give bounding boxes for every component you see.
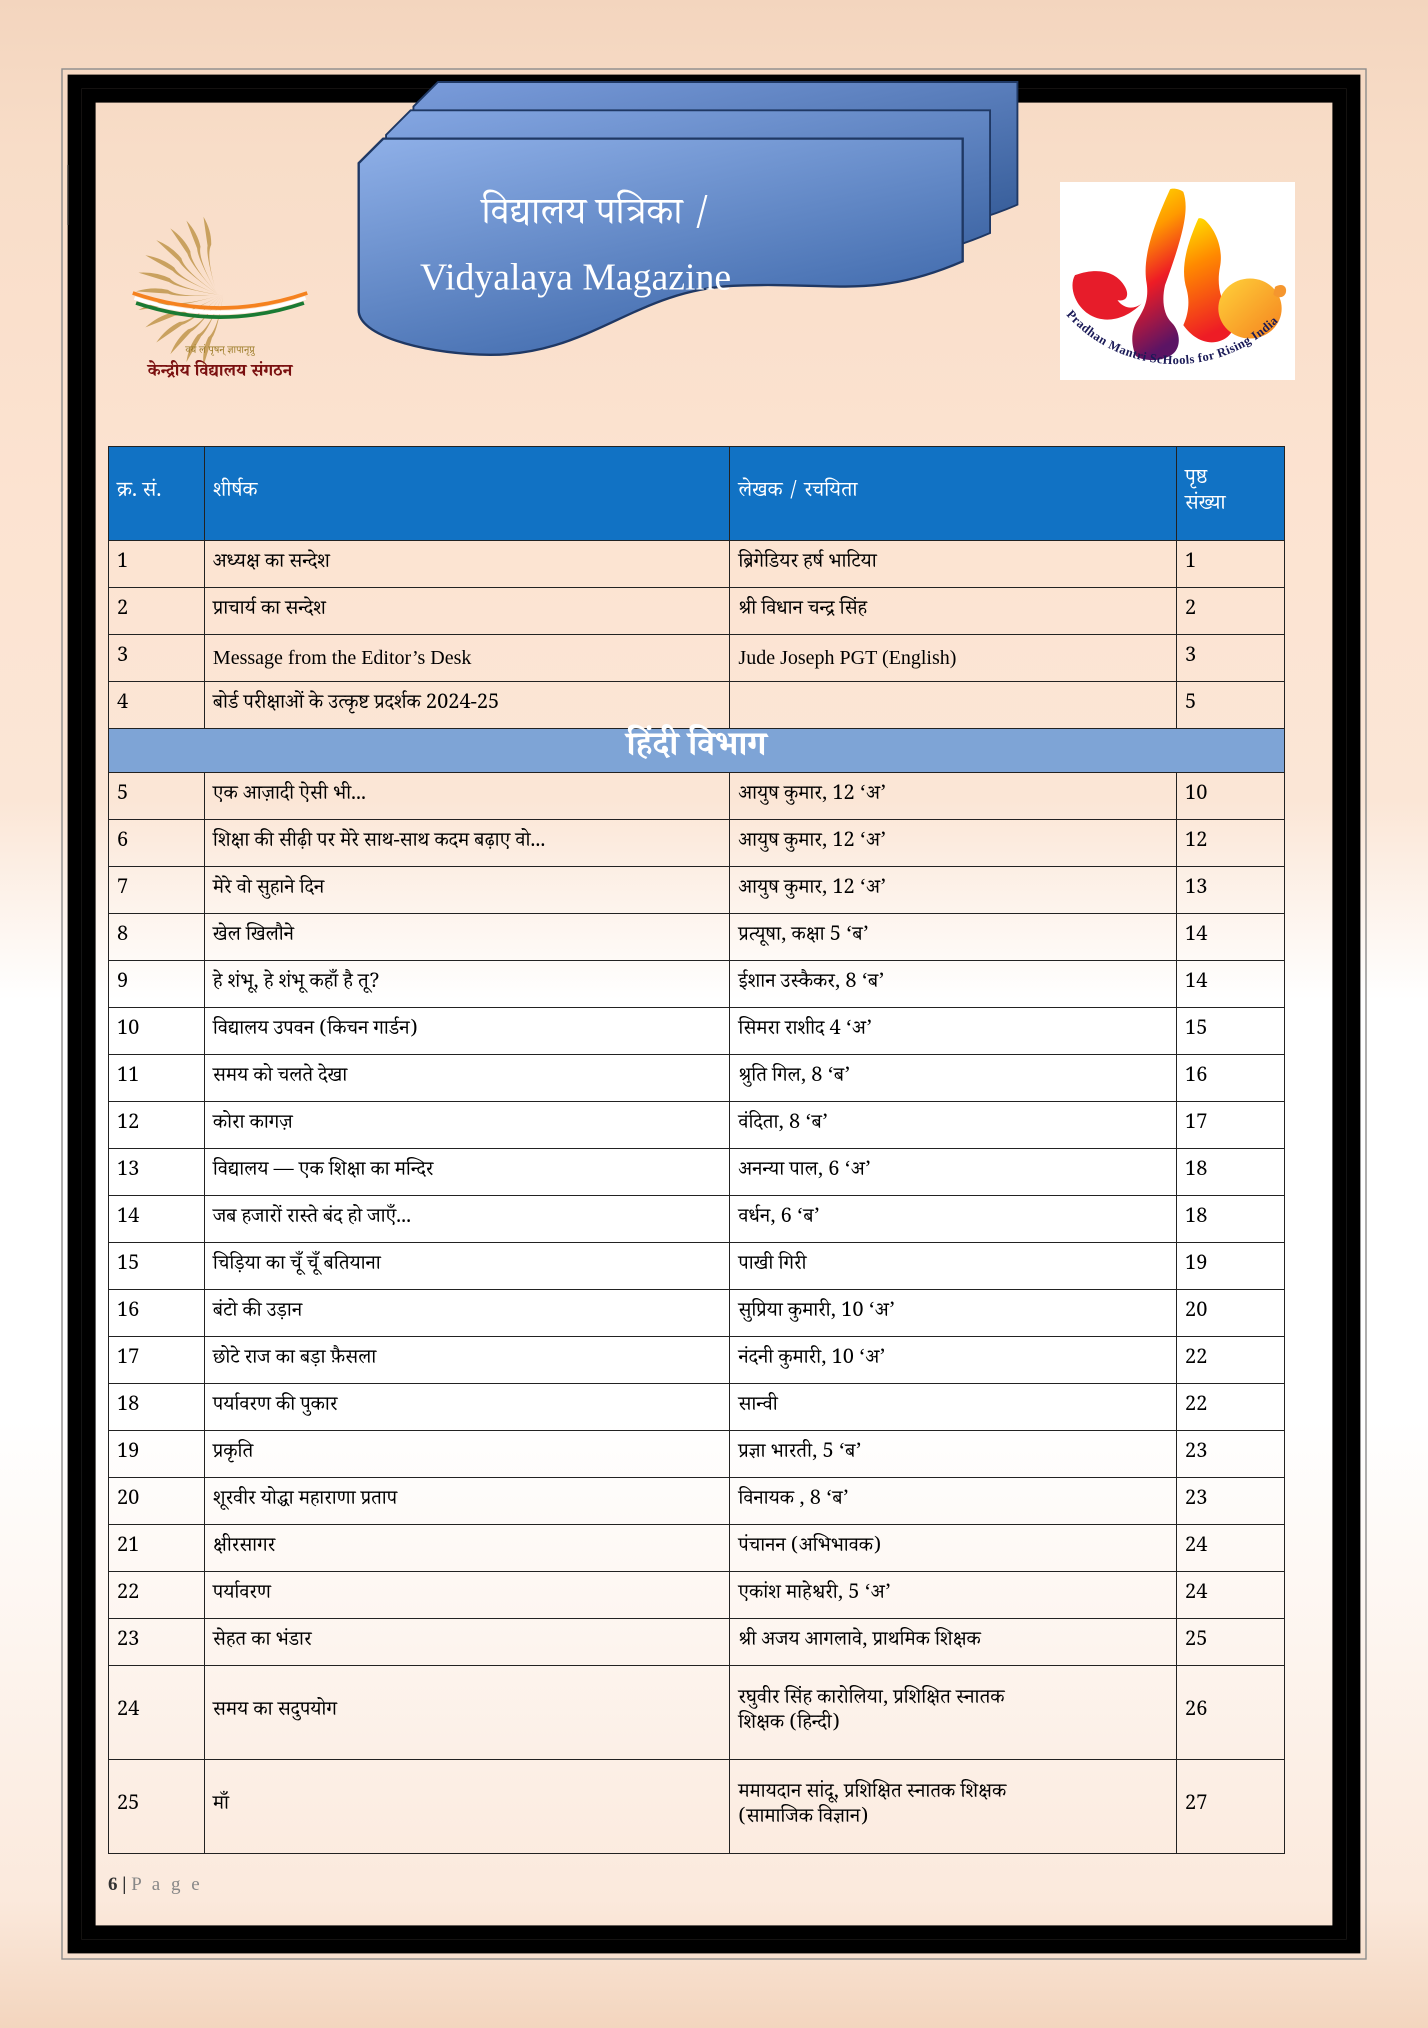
svg-text:विद्यालय पत्रिका /: विद्यालय पत्रिका / bbox=[479, 189, 711, 248]
svg-text:Vidyalaya Magazine: Vidyalaya Magazine bbox=[420, 257, 731, 299]
svg-text:केन्द्रीय विद्यालय संगठन: केन्द्रीय विद्यालय संगठन bbox=[146, 360, 294, 387]
svg-text:वयं लं पृषन् ज्ञापानृप्रु: वयं लं पृषन् ज्ञापानृप्रु bbox=[184, 343, 255, 360]
